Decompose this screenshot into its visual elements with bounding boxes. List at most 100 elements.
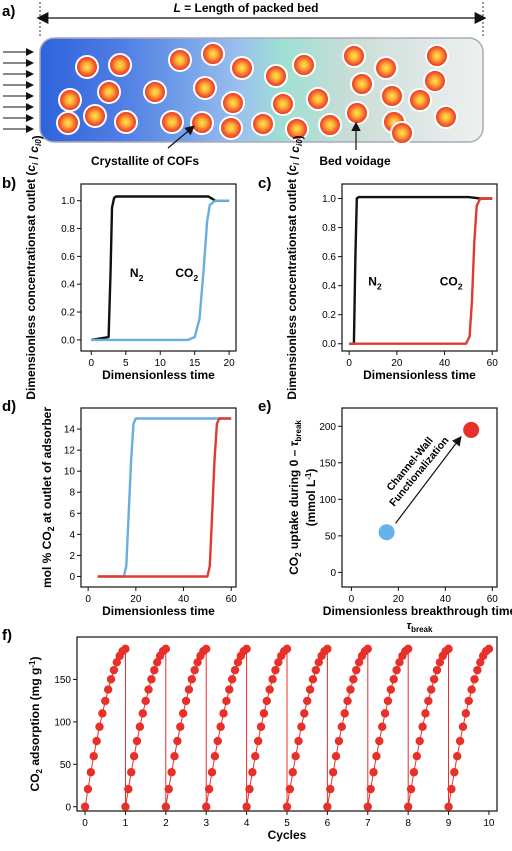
data-point [271, 665, 280, 675]
data-point [297, 722, 306, 731]
x-tick-label: 60 [487, 358, 499, 369]
crystallite-sphere [75, 55, 99, 79]
data-point [366, 784, 375, 794]
x-tick-label: 3 [203, 818, 209, 829]
data-point [363, 644, 372, 654]
x-tick-label: 5 [123, 358, 129, 369]
x-tick-label: 5 [284, 818, 290, 829]
data-point [337, 722, 347, 731]
data-point [484, 644, 494, 654]
crystallite-sphere [350, 72, 374, 96]
x-axis-label: Dimensionless time [102, 368, 215, 382]
crystallite-sphere [160, 110, 184, 134]
data-point [129, 752, 139, 761]
data-point [101, 696, 110, 706]
crystallite-sphere [408, 88, 432, 112]
data-point [227, 675, 237, 684]
y-axis-label: CO2 uptake during 0 – τbreak(mmol L-1) [287, 420, 318, 575]
data-point [242, 802, 251, 811]
series-line [349, 195, 493, 345]
data-point [245, 784, 254, 794]
y-tick-label: 100 [319, 495, 336, 506]
voidage-label: Bed voidage [319, 154, 391, 168]
data-point [161, 802, 171, 811]
crystallite-sphere [201, 42, 225, 66]
y-tick-label: 4 [69, 530, 75, 541]
panel-label-c: c) [258, 175, 271, 192]
crystallite-sphere [56, 111, 80, 135]
x-tick-label: 20 [391, 358, 403, 369]
data-point [262, 696, 272, 706]
y-tick-label: 1.0 [322, 194, 336, 205]
x-tick-label: 0 [89, 358, 95, 369]
x-tick-label: 60 [487, 594, 499, 605]
data-point [202, 802, 211, 811]
crystallite-sphere [58, 88, 82, 112]
data-point [452, 752, 462, 761]
data-point [294, 736, 303, 746]
crystallite-sphere [230, 56, 254, 80]
data-point [421, 709, 430, 718]
crystallite-sphere [390, 121, 414, 145]
data-point [144, 685, 153, 694]
x-tick-label: 20 [224, 358, 236, 369]
crystallite-label: Crystallite of COFs [91, 154, 199, 168]
data-point [354, 658, 364, 667]
y-tick-label: 0.4 [61, 280, 75, 291]
crystallite-sphere [251, 112, 275, 136]
data-point [415, 736, 424, 746]
x-tick-label: 9 [446, 818, 452, 829]
data-point [187, 675, 197, 684]
data-point [274, 658, 283, 667]
crystallite-sphere [374, 56, 398, 80]
crystallite-sphere [97, 80, 121, 104]
data-point [152, 658, 162, 667]
data-point [340, 709, 349, 718]
data-point [253, 736, 263, 746]
y-tick-label: 0.4 [322, 281, 336, 292]
data-point [147, 675, 156, 684]
series-label: N2 [130, 266, 144, 283]
chart-b: 0 5 10 15 20 0.0 0.2 0.4 0.6 0.8 1.0 Dimensionless … [24, 135, 237, 400]
data-point [181, 696, 191, 706]
chart-e: 0 20 40 60 0 50 100 150 200 Dimensionless breakth… [287, 407, 512, 634]
chart-d: 0 20 40 60 0 2 4 6 8 10 12 14 Dimensionless time mol … [40, 407, 237, 618]
data-point [86, 768, 96, 777]
y-tick-label: 0.8 [322, 223, 336, 234]
crystallite-sphere [108, 53, 132, 77]
data-point [207, 768, 217, 777]
x-tick-label: 15 [189, 358, 201, 369]
data-point [447, 784, 456, 794]
plot-frame [341, 407, 498, 588]
data-point [251, 752, 260, 761]
y-tick-label: 0.8 [61, 224, 75, 235]
data-point [432, 665, 442, 675]
data-point [161, 644, 171, 654]
data-point [372, 752, 381, 761]
data-point [268, 675, 277, 684]
data-point [121, 802, 130, 811]
series-line [91, 199, 230, 342]
data-point [173, 736, 182, 746]
data-point [230, 665, 240, 675]
data-point [429, 675, 439, 684]
x-tick-label: 40 [178, 594, 190, 605]
crystallite-sphere [292, 53, 316, 77]
x-tick-label: 8 [405, 818, 411, 829]
data-point [476, 658, 485, 667]
y-tick-label: 0.0 [61, 335, 75, 346]
data-point [403, 802, 413, 811]
data-point [418, 722, 427, 731]
data-point [150, 665, 159, 675]
panel-label-d: d) [2, 398, 16, 415]
y-tick-label: 0 [65, 802, 71, 813]
data-point [403, 644, 413, 654]
series-label: CO2 [175, 266, 198, 283]
data-point [326, 784, 335, 794]
crystallite-sphere [434, 105, 458, 129]
crystallite-sphere [342, 44, 366, 68]
data-point [424, 696, 433, 706]
data-point [389, 675, 398, 684]
x-axis-label: Dimensionless breakthrough time [323, 604, 512, 618]
